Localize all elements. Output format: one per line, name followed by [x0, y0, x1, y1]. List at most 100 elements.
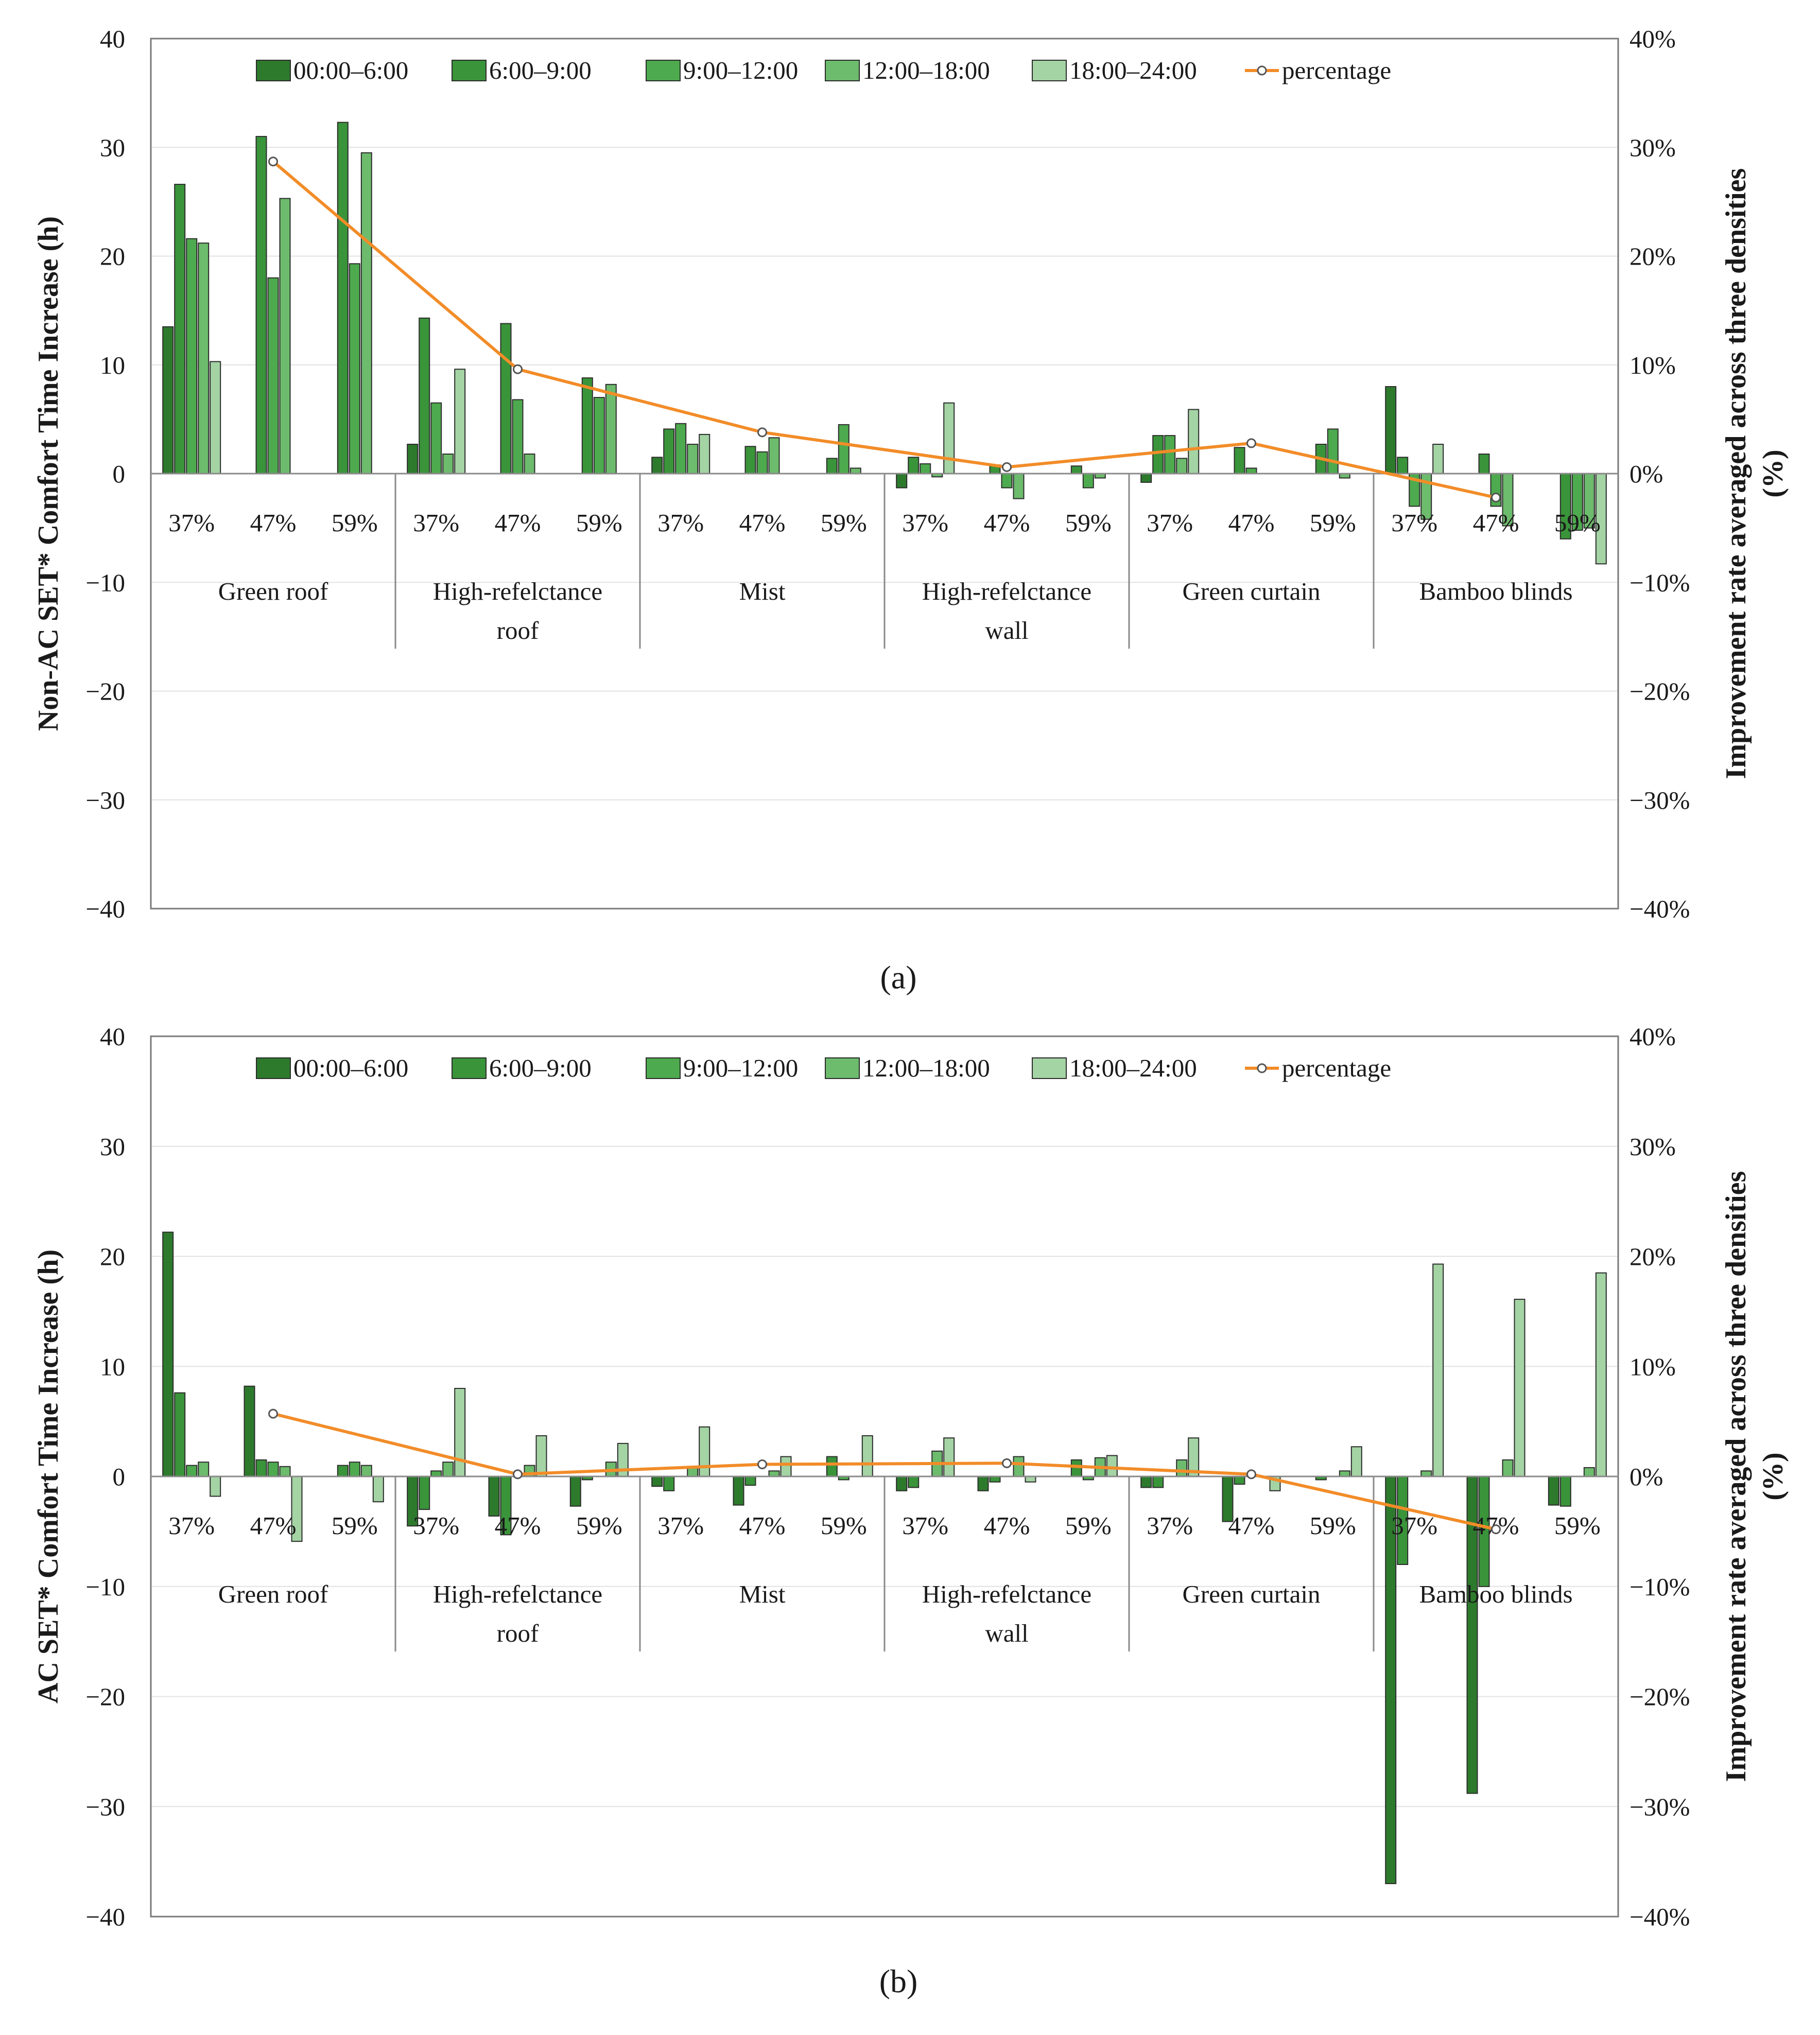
density-label: 47%	[495, 509, 541, 537]
bar	[1106, 1455, 1118, 1477]
bars	[162, 1231, 1607, 1884]
bar	[162, 1231, 174, 1477]
bar	[1176, 1459, 1188, 1477]
density-label: 47%	[984, 509, 1030, 537]
bar	[908, 1476, 920, 1488]
bar	[1001, 473, 1013, 489]
y2-tick-label: 10%	[1630, 351, 1676, 379]
legend-label: 12:00–18:00	[862, 1054, 990, 1082]
percentage-point	[757, 427, 767, 438]
bar	[210, 1476, 221, 1497]
bar	[768, 1470, 780, 1477]
bar	[1164, 435, 1176, 474]
legend-label: 9:00–12:00	[683, 56, 798, 84]
bar	[1420, 1470, 1432, 1477]
bar	[279, 1466, 291, 1477]
density-label: 37%	[1147, 509, 1193, 537]
y2-tick-label: 0%	[1630, 1463, 1663, 1491]
legend-swatch	[452, 1057, 487, 1079]
y-tick-label: −40	[85, 895, 125, 923]
bar	[1559, 1476, 1571, 1507]
y-axis-title: AC SET* Comfort Time Increase (h)	[32, 1249, 64, 1703]
y2-tick-label: 40%	[1630, 25, 1676, 53]
density-label: 37%	[657, 1511, 704, 1540]
bar	[733, 1476, 744, 1506]
panel-caption: (b)	[879, 1963, 918, 1999]
bar	[593, 397, 605, 474]
bar	[920, 463, 931, 474]
y-tick-label: 10	[100, 1352, 125, 1381]
group-label: roof	[497, 616, 539, 645]
y-tick-label: 0	[113, 1463, 126, 1491]
bar	[768, 437, 780, 474]
percentage-point	[268, 156, 278, 167]
y-tick-label: −20	[85, 1683, 125, 1711]
bar	[1013, 1456, 1025, 1477]
bar	[349, 263, 360, 474]
y-axis-title: Non-AC SET* Comfort Time Increase (h)	[32, 216, 64, 731]
bar	[850, 467, 861, 475]
y2-tick-label: −20%	[1630, 1683, 1690, 1711]
y2-tick-label: 30%	[1630, 133, 1676, 162]
density-label: 47%	[1473, 509, 1519, 537]
y2-tick-label: −40%	[1630, 1903, 1690, 1931]
bar	[663, 1476, 675, 1491]
y-tick-label: −10	[85, 568, 125, 597]
density-label: 59%	[1065, 509, 1112, 537]
group-label: Bamboo blinds	[1419, 1580, 1572, 1608]
bar	[349, 1462, 360, 1477]
percentage-point	[268, 1408, 278, 1419]
bar	[1595, 1272, 1607, 1477]
bar	[174, 184, 186, 475]
bar	[744, 1476, 756, 1486]
y2-tick-label: 10%	[1630, 1352, 1676, 1381]
bar	[896, 1476, 908, 1491]
bar	[186, 238, 198, 474]
bar	[1013, 473, 1025, 499]
density-label: 59%	[1310, 509, 1356, 537]
legend: 00:00–6:00 6:00–9:00 9:00–12:00 12:00–18:00…	[256, 1054, 1391, 1082]
group-label: wall	[985, 1619, 1028, 1647]
legend-label: 12:00–18:00	[862, 56, 990, 84]
density-label: 59%	[576, 509, 622, 537]
bar	[1502, 1459, 1514, 1477]
legend-label: 18:00–24:00	[1069, 1054, 1197, 1082]
bar	[569, 1476, 581, 1507]
percentage-point	[1246, 438, 1256, 448]
legend-swatch	[1032, 1057, 1067, 1079]
bar	[267, 1462, 279, 1477]
y2-tick-label: 20%	[1630, 242, 1676, 271]
bar	[1350, 1446, 1362, 1477]
density-label: 59%	[332, 1511, 378, 1540]
bar	[1140, 473, 1152, 483]
bar	[1432, 444, 1444, 474]
legend-label: 6:00–9:00	[489, 1054, 592, 1082]
density-label: 59%	[576, 1511, 622, 1540]
density-label: 47%	[739, 1511, 786, 1540]
y2-tick-label: 20%	[1630, 1243, 1676, 1271]
density-label: 37%	[168, 1511, 215, 1540]
bar	[1548, 1476, 1559, 1506]
legend-swatch	[256, 1057, 291, 1079]
legend-swatch	[646, 1057, 681, 1079]
y2-tick-label: 0%	[1630, 460, 1663, 488]
bar	[826, 458, 838, 475]
density-label: 47%	[1228, 1511, 1275, 1540]
percentage-line	[272, 160, 1497, 499]
bar	[1245, 467, 1257, 475]
bar	[372, 1476, 384, 1503]
bar	[699, 433, 710, 475]
y2-tick-label: −30%	[1630, 786, 1690, 814]
density-label: 37%	[657, 509, 704, 537]
y2-tick-label: 40%	[1630, 1022, 1676, 1051]
y2-tick-label: −40%	[1630, 895, 1690, 923]
y-tick-label: −20	[85, 677, 125, 706]
percentage-line	[272, 1412, 1497, 1531]
bar	[1152, 1476, 1164, 1488]
bar	[1188, 409, 1200, 475]
density-label: 47%	[495, 1511, 541, 1540]
density-label: 37%	[168, 509, 215, 537]
bar	[1234, 447, 1245, 474]
y-tick-label: 0	[113, 460, 126, 488]
density-label: 59%	[1310, 1511, 1356, 1540]
